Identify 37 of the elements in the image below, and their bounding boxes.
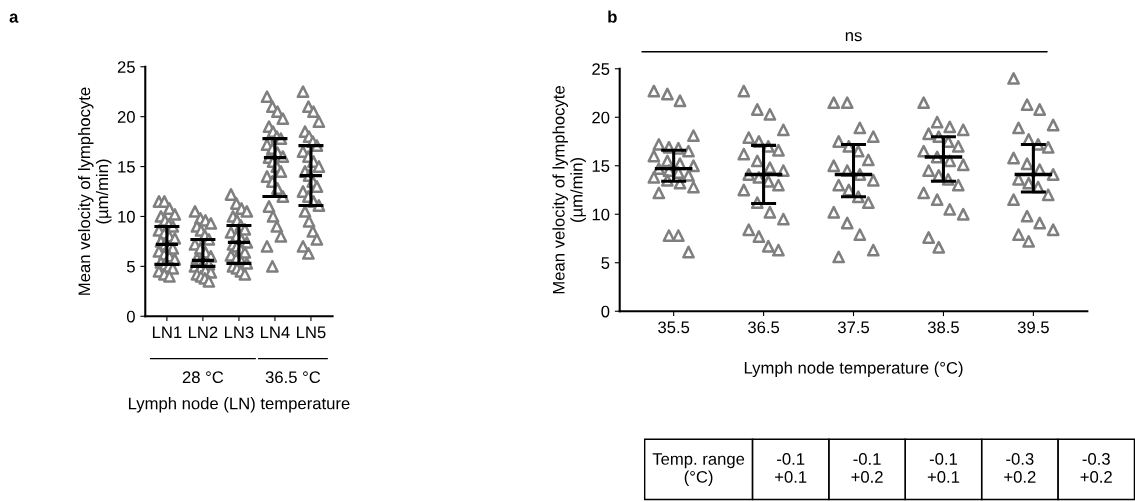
y-tick-label: 25 [592, 63, 610, 75]
text: 28 °C [182, 371, 224, 384]
x-tick-label: LN4 [261, 326, 290, 339]
y-tick-label: 0 [601, 305, 610, 318]
chart-title: b [608, 10, 617, 23]
y-axis-title: Mean velocity of lymphocyte (µm/min) [77, 87, 112, 295]
text: Temp. range (°C) [652, 453, 745, 487]
x-tick-label: LN3 [225, 326, 254, 339]
x-tick-label: 35.5 [658, 321, 690, 334]
x-tick-label: 39.5 [1017, 321, 1049, 334]
y-tick-label: 10 [592, 208, 610, 221]
text: -0.1 +0.1 [927, 453, 960, 483]
y-tick-label: 5 [601, 257, 610, 269]
y-tick-label: 15 [118, 161, 135, 173]
y-axis-title: Mean velocity of lymphocyte (µm/min) [552, 86, 586, 294]
x-tick-label: 37.5 [837, 321, 870, 334]
y-tick-label: 20 [117, 111, 135, 123]
x-axis-title: Lymph node temperature (°C) [744, 361, 963, 378]
text: -0.1 +0.1 [775, 453, 807, 483]
y-tick-label: 10 [118, 210, 135, 223]
x-axis-title: Lymph node (LN) temperature [128, 397, 350, 413]
text: -0.1 +0.2 [851, 453, 883, 483]
y-tick-label: 20 [592, 111, 610, 124]
x-tick-label: 36.5 [748, 321, 780, 334]
y-tick-label: 15 [592, 160, 610, 172]
text: 36.5 °C [265, 371, 321, 384]
x-tick-label: LN2 [188, 326, 218, 339]
chart-title: a [9, 13, 19, 23]
text: -0.3 +0.2 [1004, 453, 1036, 483]
y-tick-label: 5 [126, 260, 135, 273]
y-tick-label: 25 [117, 61, 135, 73]
x-tick-label: LN1 [152, 326, 182, 339]
x-tick-label: 38.5 [927, 321, 959, 334]
text: ns [845, 32, 862, 42]
x-tick-label: LN5 [297, 326, 326, 339]
y-tick-label: 0 [126, 310, 135, 323]
text: -0.3 +0.2 [1080, 453, 1112, 483]
